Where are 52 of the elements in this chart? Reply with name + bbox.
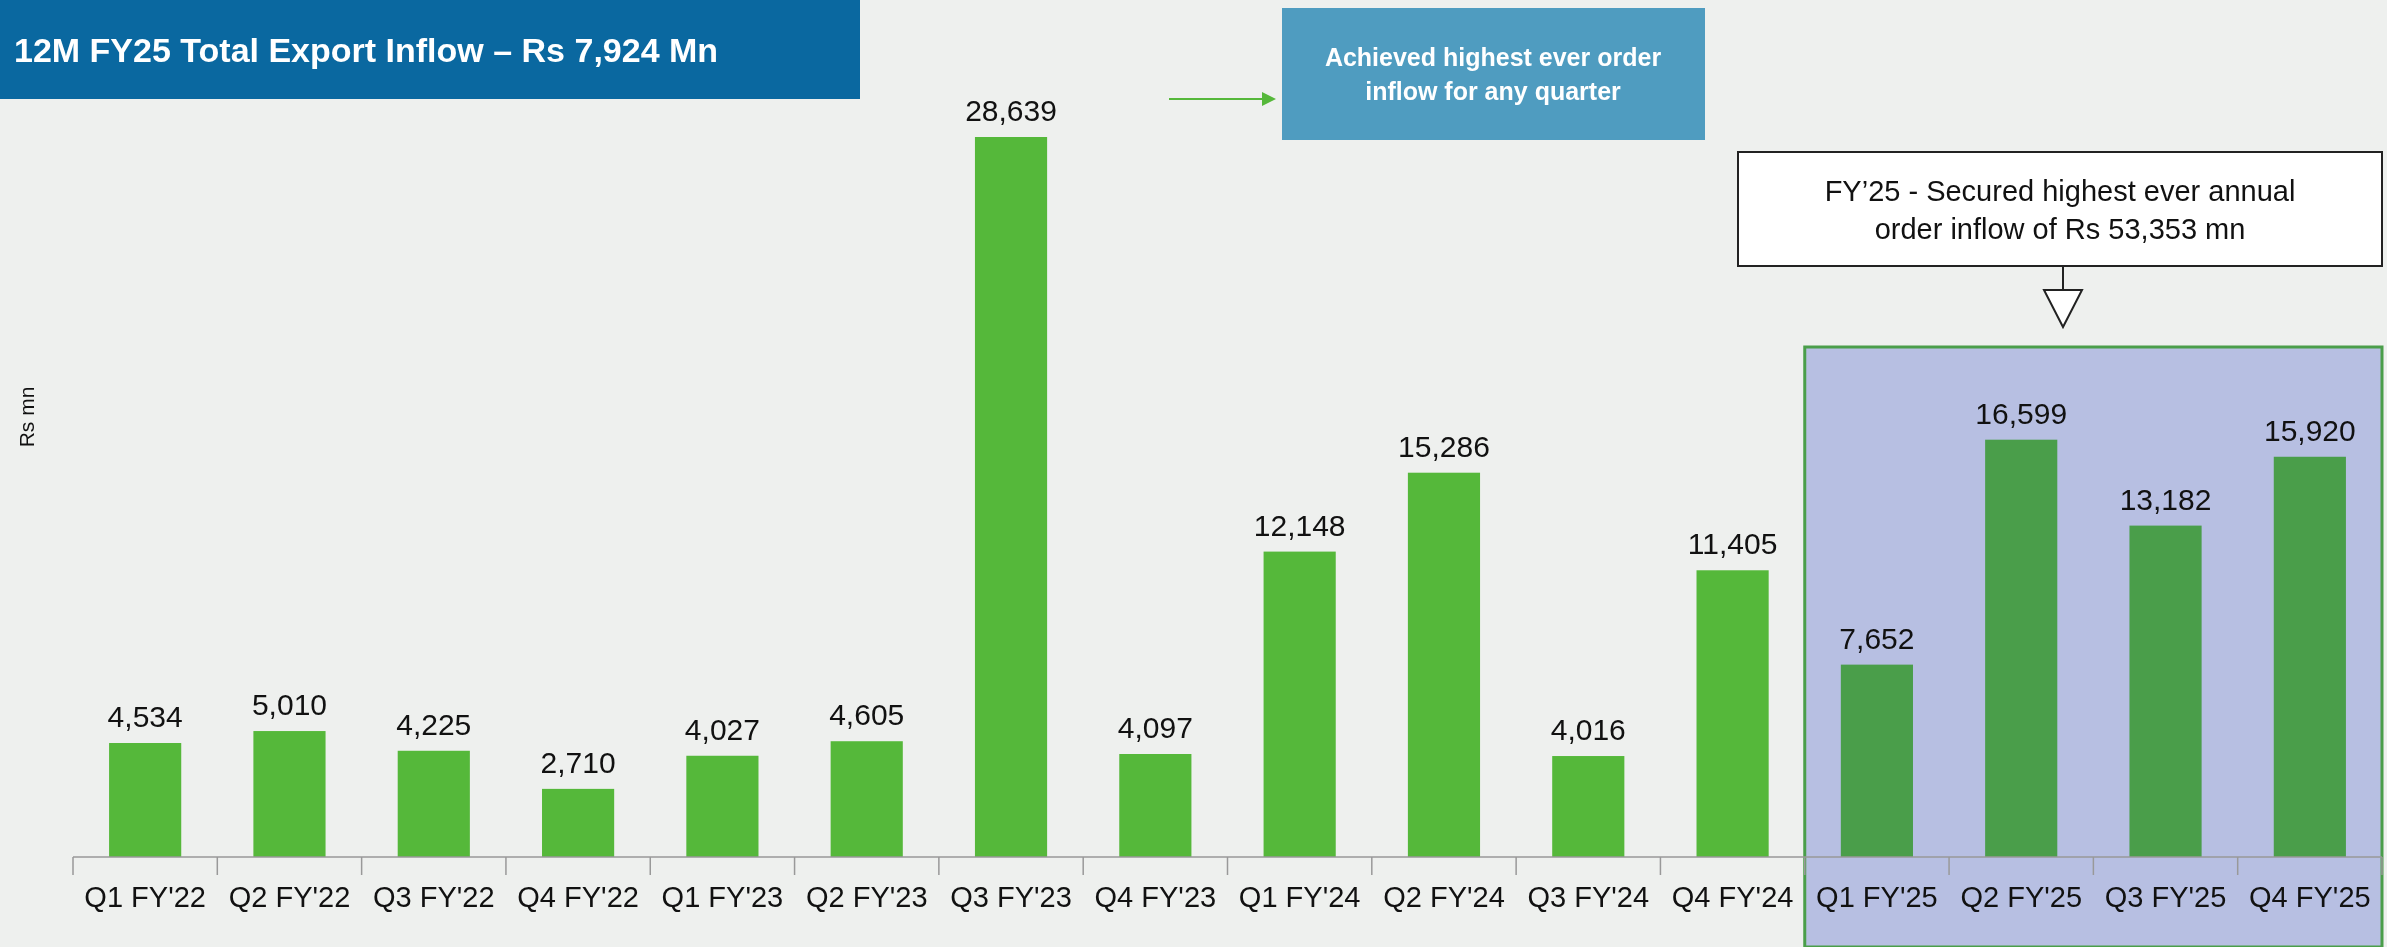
data-label: 28,639	[965, 94, 1057, 127]
bar	[1263, 551, 1336, 857]
bar	[1985, 439, 2058, 857]
x-tick-label: Q1 FY'23	[661, 881, 784, 913]
data-label: 4,016	[1550, 713, 1626, 747]
bar	[2273, 456, 2346, 857]
bar	[253, 731, 326, 857]
bar	[397, 750, 470, 857]
x-tick-label: Q1 FY'22	[84, 881, 206, 913]
data-label: 12,148	[1253, 508, 1346, 542]
x-tick-label: Q2 FY'24	[1383, 881, 1505, 913]
bar	[686, 755, 759, 857]
x-tick-label: Q2 FY'22	[228, 881, 351, 913]
x-tick-label: Q3 FY'24	[1527, 881, 1650, 913]
y-axis-title: Rs mn	[15, 386, 38, 448]
bar	[542, 788, 615, 857]
x-tick-label: Q3 FY'23	[950, 881, 1072, 913]
x-tick-label: Q4 FY'24	[1671, 881, 1794, 913]
bar	[974, 137, 1048, 857]
chart-title: 12M FY25 Total Export Inflow – Rs 7,924 Mn	[14, 31, 719, 69]
x-tick-label: Q2 FY'23	[805, 881, 928, 913]
x-tick-label: Q4 FY'22	[517, 881, 639, 913]
annotation: FY’25 - Secured highest ever annual order inflow of Rs 53,353 mn	[1824, 175, 2296, 245]
data-label: 16,599	[1975, 396, 2068, 430]
data-label: 5,010	[251, 688, 328, 722]
data-label: 4,605	[829, 698, 905, 732]
bar	[1552, 756, 1625, 857]
x-tick-label: Q2 FY'25	[1960, 881, 2083, 913]
x-tick-label: Q4 FY'25	[2249, 881, 2371, 913]
data-label: 4,027	[684, 712, 760, 746]
bar	[1696, 570, 1769, 857]
data-label: 4,225	[396, 707, 472, 741]
x-tick-label: Q1 FY'25	[1816, 881, 1938, 913]
data-label: 2,710	[540, 745, 616, 779]
bar	[1407, 472, 1481, 857]
bar	[1119, 754, 1192, 857]
data-label: 11,405	[1687, 527, 1778, 561]
data-label: 15,286	[1398, 429, 1490, 463]
x-tick-label: Q3 FY'22	[372, 881, 495, 913]
bar	[830, 741, 903, 857]
data-label: 15,920	[2263, 413, 2356, 447]
bar	[2129, 525, 2202, 857]
x-tick-label: Q1 FY'24	[1238, 881, 1361, 913]
x-tick-label: Q3 FY'25	[2104, 881, 2227, 913]
data-label: 4,097	[1117, 711, 1193, 744]
text: Achieved highest ever order inflow for any quarter	[1324, 43, 1662, 105]
data-label: 4,534	[107, 700, 183, 734]
x-tick-label: Q4 FY'23	[1094, 881, 1217, 913]
data-label: 13,182	[2119, 482, 2212, 516]
bar	[109, 743, 182, 857]
data-label: 7,652	[1839, 621, 1915, 655]
bar	[1840, 664, 1913, 857]
